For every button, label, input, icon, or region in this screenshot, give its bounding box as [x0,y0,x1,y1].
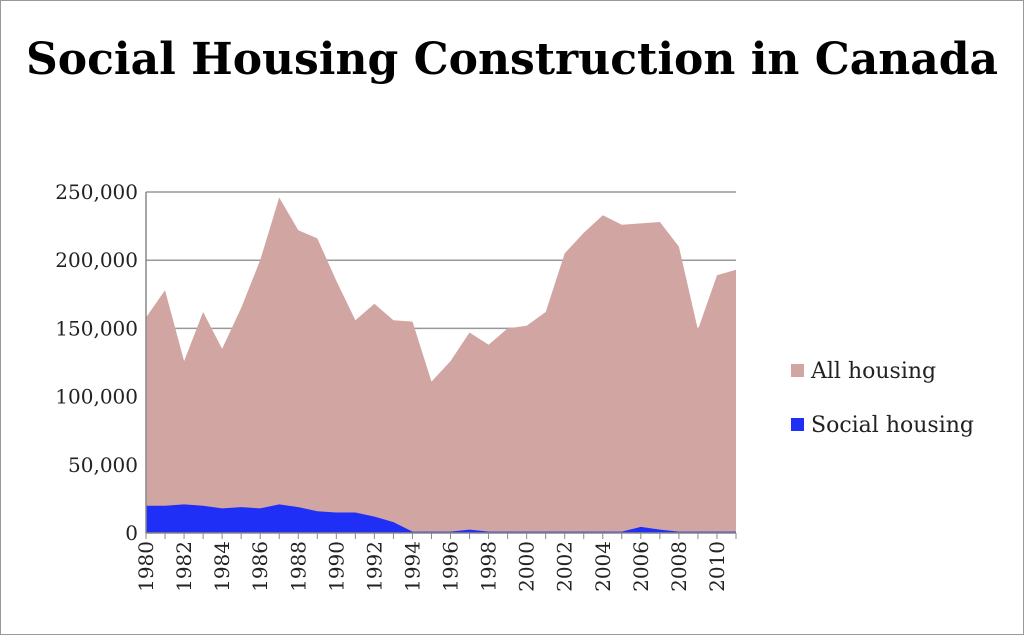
y-tick-label: 250,000 [55,180,138,204]
legend-item: All housing [791,359,936,384]
x-tick-label: 1990 [324,541,348,592]
x-tick-label: 1994 [400,541,424,592]
legend-label: Social housing [811,413,974,438]
x-tick-label: 1998 [477,541,501,592]
y-tick-label: 50,000 [68,453,138,477]
y-tick-label: 200,000 [55,248,138,272]
area-social-housing [146,504,736,533]
legend-swatch [791,418,804,431]
x-tick-label: 1992 [362,541,386,592]
x-tick-label: 1984 [210,541,234,592]
x-tick-label: 2006 [629,541,653,592]
x-tick-label: 2004 [591,541,615,592]
y-tick-label: 150,000 [55,316,138,340]
legend-item: Social housing [791,413,974,438]
x-tick-label: 1980 [134,541,158,592]
x-tick-label: 2002 [553,541,577,592]
legend-label: All housing [810,359,936,384]
x-tick-label: 1996 [439,541,463,592]
area-all-housing [146,197,736,533]
x-tick-label: 2008 [667,541,691,592]
y-tick-label: 0 [125,521,138,545]
y-tick-label: 100,000 [55,385,138,409]
x-tick-label: 1986 [248,541,272,592]
x-tick-label: 1988 [286,541,310,592]
legend-swatch [791,364,804,377]
chart-title: Social Housing Construction in Canada [25,34,999,85]
x-tick-label: 1982 [172,541,196,592]
x-tick-label: 2000 [515,541,539,592]
x-tick-label: 2010 [705,541,729,592]
